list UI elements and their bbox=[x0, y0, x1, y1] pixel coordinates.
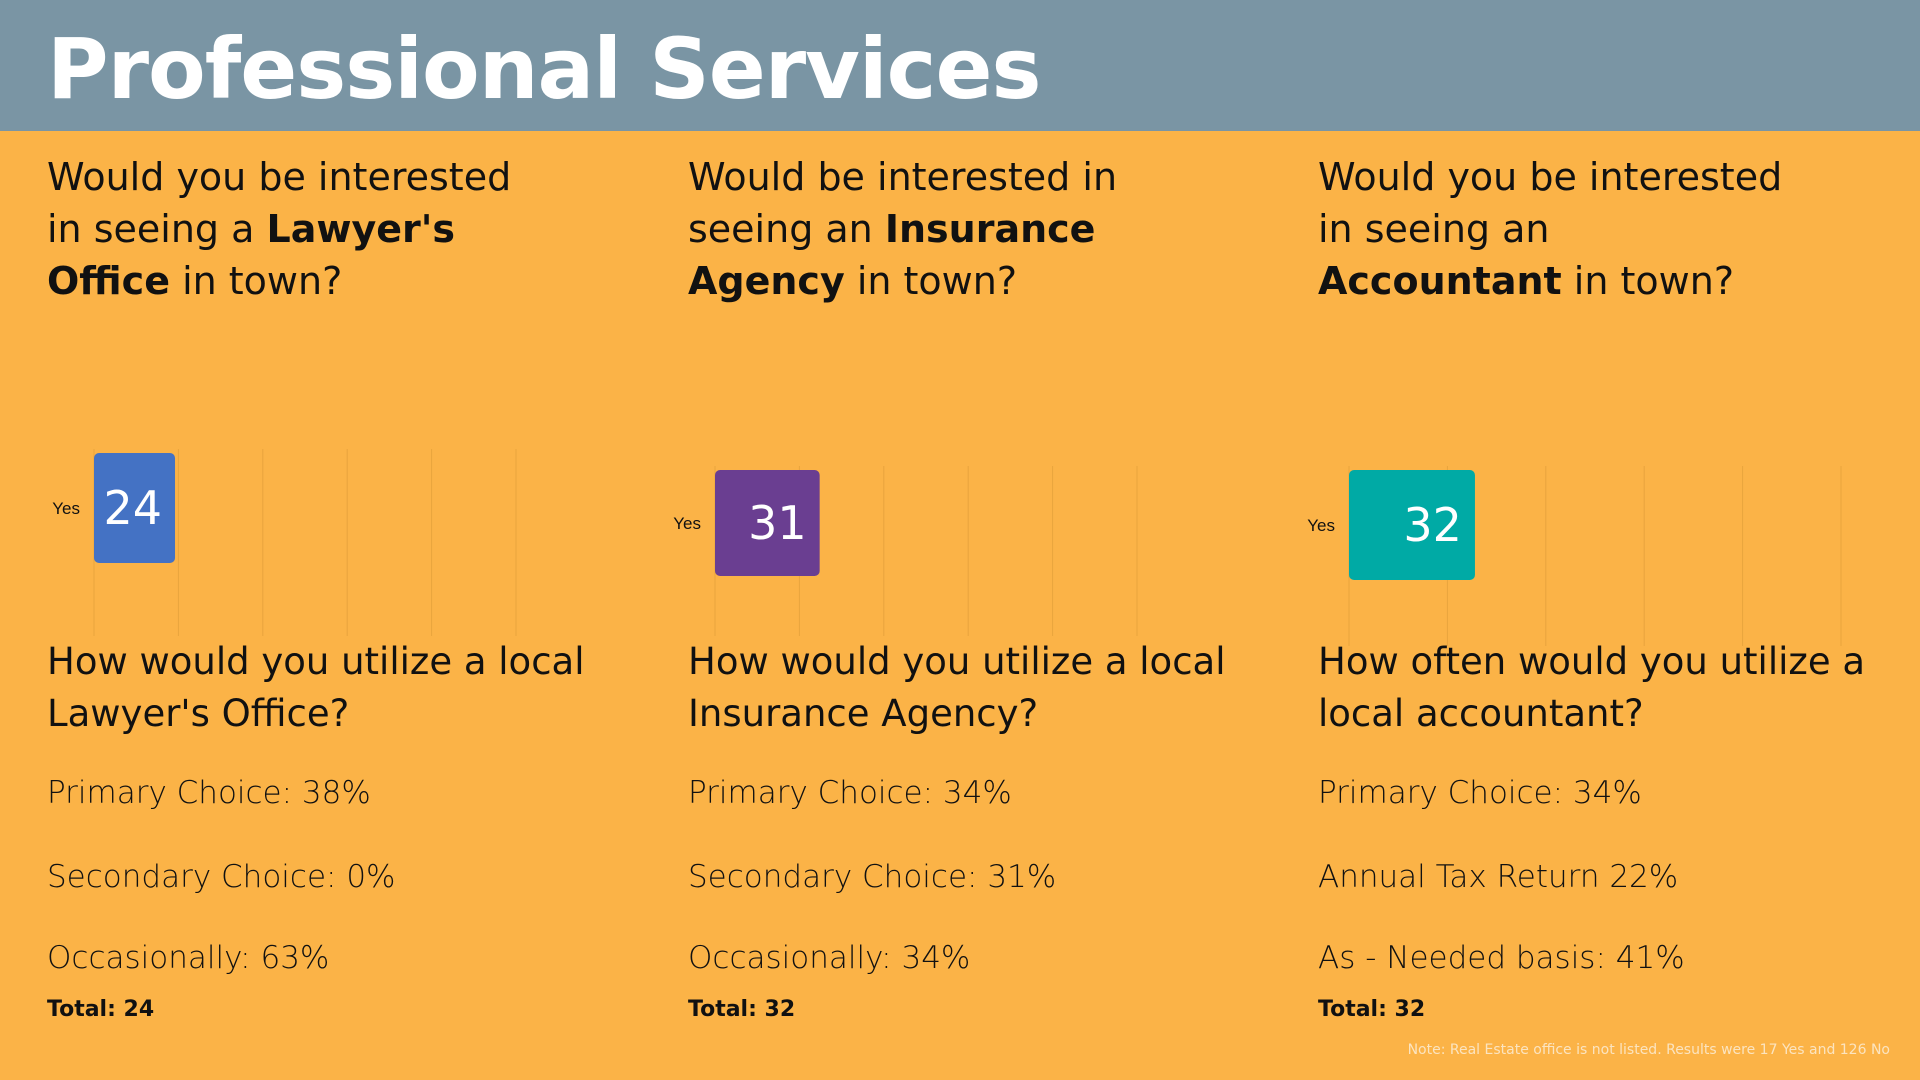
y-category-label: Yes bbox=[1307, 516, 1335, 535]
lawyer-primary-stat: Primary Choice: 38% bbox=[47, 775, 371, 811]
y-category-label: Yes bbox=[673, 514, 701, 533]
lawyer-secondary-stat: Secondary Choice: 0% bbox=[47, 859, 396, 895]
insurance-total: Total: 32 bbox=[688, 997, 796, 1022]
lawyer-question: Would you be interested in seeing a Lawy… bbox=[47, 151, 517, 307]
y-category-label: Yes bbox=[52, 499, 80, 518]
accountant-bar-chart: 0255075100125Yes32No111 bbox=[1271, 316, 1871, 646]
page-title: Professional Services bbox=[47, 20, 1041, 118]
question-emphasis: Insurance Agency bbox=[688, 207, 1096, 303]
insurance-section: Would be interested in seeing an Insuran… bbox=[641, 131, 1241, 1080]
lawyer-utilize-question: How would you utilize a local Lawyer's O… bbox=[47, 640, 585, 735]
accountant-utilize-question: How often would you utilize a local acco… bbox=[1318, 640, 1866, 735]
bar-value-label: 32 bbox=[1403, 498, 1462, 552]
insurance-primary-stat: Primary Choice: 34% bbox=[688, 775, 1012, 811]
question-text: in town? bbox=[1561, 259, 1734, 303]
question-emphasis: Lawyer's Office bbox=[47, 207, 455, 303]
insurance-occasional-stat: Occasionally: 34% bbox=[688, 940, 971, 976]
question-text: Would you be interested in seeing an bbox=[1318, 155, 1783, 251]
accountant-section: Would you be interested in seeing an Acc… bbox=[1271, 131, 1871, 1080]
question-text: Would you be interested in seeing a bbox=[47, 155, 512, 251]
insurance-chart-svg: 0255075100125Yes31No111 bbox=[673, 466, 1138, 636]
bar-yes bbox=[1349, 470, 1475, 580]
insurance-utilize-question: How would you utilize a local Insurance … bbox=[688, 640, 1226, 735]
lawyer-total: Total: 24 bbox=[47, 997, 155, 1022]
accountant-as-needed-stat: As - Needed basis: 41% bbox=[1318, 940, 1685, 976]
bar-yes bbox=[94, 453, 176, 563]
bar-value-label: 24 bbox=[103, 481, 162, 535]
accountant-chart-svg: 0255075100125Yes32No111 bbox=[1307, 466, 1842, 646]
bar-value-label: 31 bbox=[748, 496, 807, 550]
bar-yes bbox=[715, 470, 820, 576]
question-text: Would be interested in seeing an bbox=[688, 155, 1118, 251]
question-text: in town? bbox=[169, 259, 343, 303]
question-text: in town? bbox=[844, 259, 1018, 303]
accountant-question: Would you be interested in seeing an Acc… bbox=[1318, 151, 1788, 307]
accountant-primary-stat: Primary Choice: 34% bbox=[1318, 775, 1642, 811]
lawyer-bar-chart: 0255075100125Yes24No118 bbox=[0, 316, 600, 636]
insurance-secondary-stat: Secondary Choice: 31% bbox=[688, 859, 1057, 895]
question-emphasis: Accountant bbox=[1318, 259, 1562, 303]
accountant-tax-stat: Annual Tax Return 22% bbox=[1318, 859, 1679, 895]
footnote: Note: Real Estate office is not listed. … bbox=[1407, 1042, 1890, 1058]
insurance-question: Would be interested in seeing an Insuran… bbox=[688, 151, 1158, 307]
lawyer-section: Would you be interested in seeing a Lawy… bbox=[0, 131, 600, 1080]
header-banner: Professional Services bbox=[0, 0, 1920, 131]
accountant-total: Total: 32 bbox=[1318, 997, 1426, 1022]
lawyer-occasional-stat: Occasionally: 63% bbox=[47, 940, 330, 976]
lawyer-chart-svg: 0255075100125Yes24No118 bbox=[52, 449, 517, 636]
insurance-bar-chart: 0255075100125Yes31No111 bbox=[641, 316, 1241, 636]
